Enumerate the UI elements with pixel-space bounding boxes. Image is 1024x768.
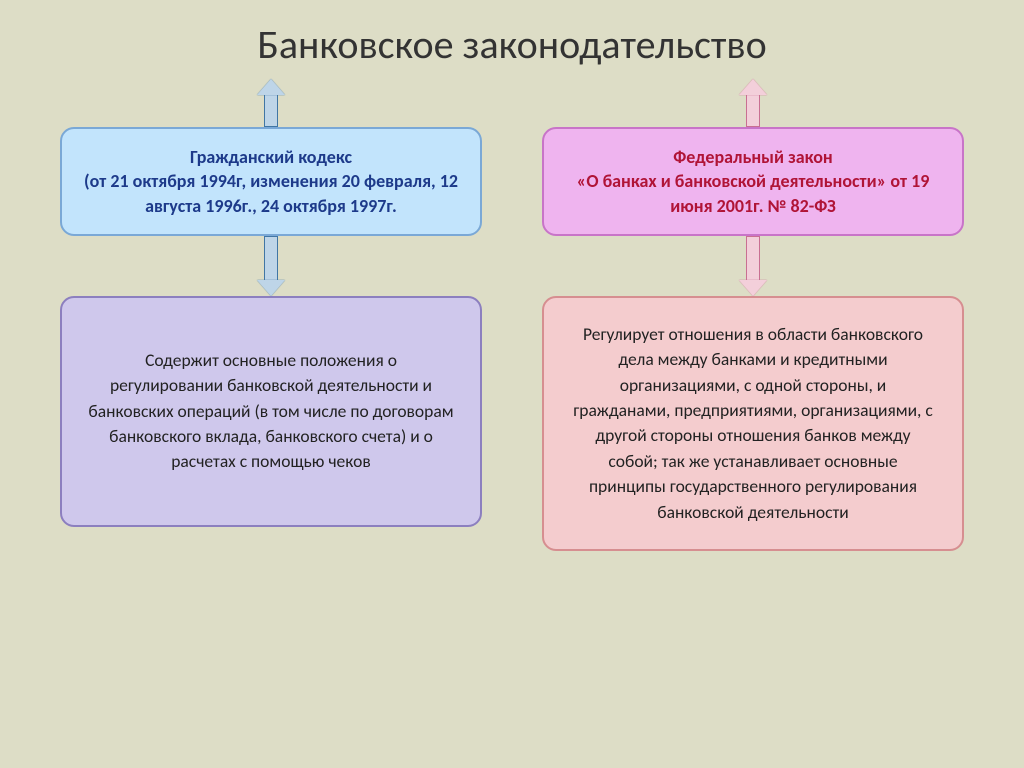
- arrow-head: [739, 79, 767, 95]
- slide: Банковское законодательство Гражданский …: [0, 0, 1024, 768]
- arrow-shaft: [264, 236, 278, 280]
- arrow-shaft: [264, 95, 278, 127]
- arrow-head: [257, 280, 285, 296]
- arrow-down-icon: [739, 236, 767, 296]
- right-card-source: Федеральный закон«О банках и банковской …: [542, 127, 964, 236]
- right-card-description: Регулирует отношения в области банковско…: [542, 296, 964, 551]
- left-card-source: Гражданский кодекс(от 21 октября 1994г, …: [60, 127, 482, 236]
- arrow-up-icon: [257, 79, 285, 127]
- left-column: Гражданский кодекс(от 21 октября 1994г, …: [60, 79, 482, 551]
- arrow-shaft: [746, 95, 760, 127]
- arrow-shaft: [746, 236, 760, 280]
- arrow-head: [257, 79, 285, 95]
- slide-title: Банковское законодательство: [60, 20, 964, 69]
- arrow-down-icon: [257, 236, 285, 296]
- arrow-up-icon: [739, 79, 767, 127]
- columns: Гражданский кодекс(от 21 октября 1994г, …: [60, 79, 964, 551]
- arrow-head: [739, 280, 767, 296]
- right-column: Федеральный закон«О банках и банковской …: [542, 79, 964, 551]
- left-card-description: Содержит основные положения о регулирова…: [60, 296, 482, 527]
